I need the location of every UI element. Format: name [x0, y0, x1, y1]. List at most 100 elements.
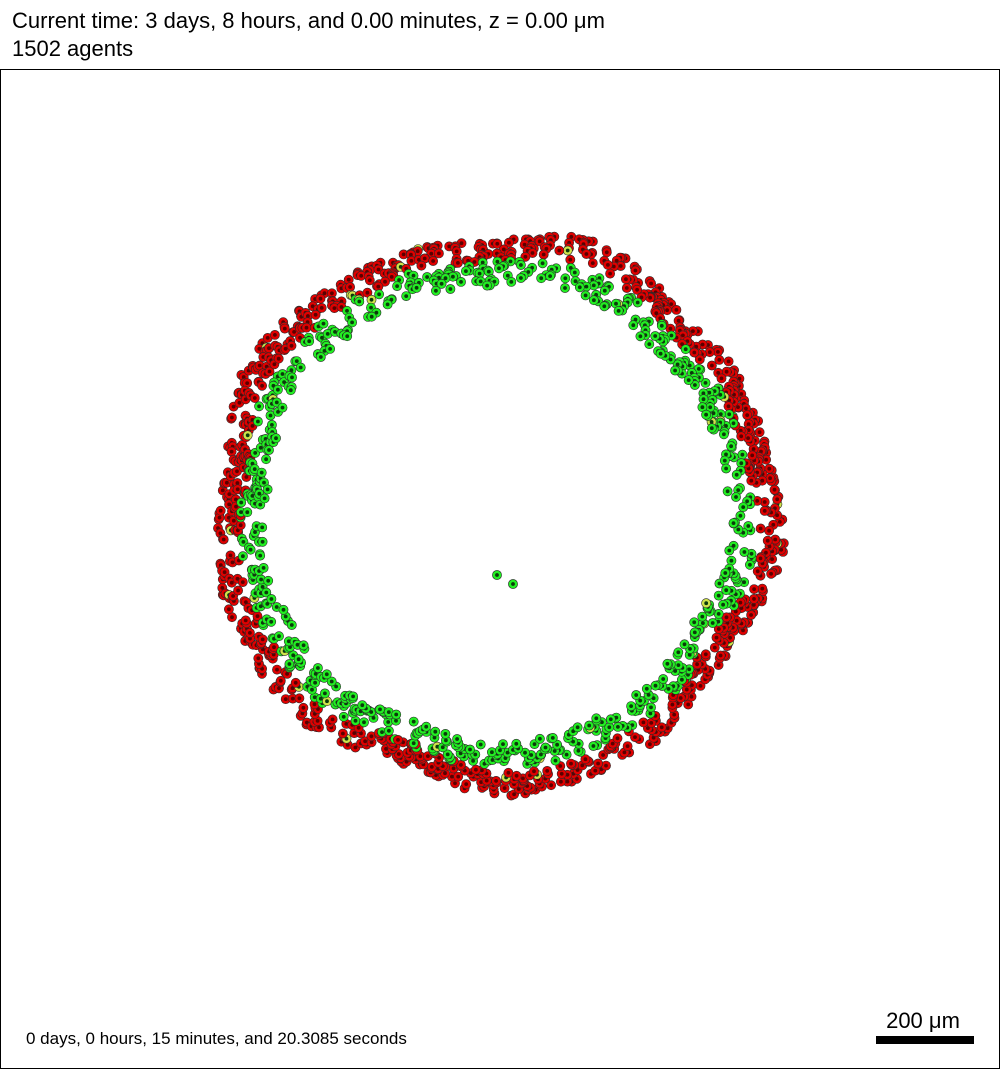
- yellow-cell: [701, 598, 712, 609]
- red-cell: [752, 566, 763, 577]
- red-cell: [343, 274, 354, 285]
- green-cell: [588, 741, 599, 751]
- red-cell: [714, 354, 725, 365]
- green-cell: [277, 402, 288, 413]
- red-cell: [764, 525, 774, 536]
- red-cell: [257, 634, 268, 645]
- red-cell: [503, 237, 514, 248]
- red-cell: [253, 653, 264, 664]
- green-cell: [635, 331, 646, 342]
- red-cell: [746, 475, 757, 486]
- green-cell: [516, 273, 526, 283]
- green-cell: [287, 372, 297, 383]
- red-cell: [310, 309, 321, 320]
- red-cell: [689, 347, 700, 358]
- red-cell: [746, 610, 756, 620]
- green-cell: [726, 441, 736, 452]
- green-cell: [236, 497, 247, 508]
- red-cell: [700, 649, 711, 660]
- red-cell: [286, 340, 297, 351]
- red-cell: [630, 265, 641, 276]
- green-cell: [237, 551, 248, 562]
- green-cell: [605, 714, 616, 725]
- red-cell: [757, 583, 768, 594]
- green-cell: [257, 536, 268, 547]
- green-cell: [375, 704, 385, 715]
- red-cell: [279, 323, 290, 334]
- green-cell: [574, 282, 585, 293]
- green-cell: [374, 289, 384, 300]
- green-cell: [498, 739, 508, 749]
- red-cell: [716, 373, 727, 384]
- green-cell: [383, 717, 394, 727]
- green-cell: [366, 311, 377, 322]
- red-cell: [452, 257, 463, 268]
- green-cell: [261, 454, 271, 465]
- red-cell: [747, 450, 758, 461]
- green-cell: [470, 749, 481, 760]
- green-cell: [689, 627, 700, 638]
- green-cell: [383, 725, 394, 736]
- green-cell: [718, 599, 728, 610]
- red-cell: [656, 722, 667, 733]
- red-cell: [615, 261, 626, 271]
- green-cell: [430, 285, 441, 296]
- red-cell: [546, 780, 556, 791]
- green-cell: [440, 729, 451, 739]
- green-cell: [286, 620, 297, 630]
- red-cell: [695, 681, 706, 691]
- green-cell: [646, 702, 656, 713]
- green-cell: [745, 559, 755, 570]
- red-cell: [713, 346, 723, 357]
- green-cell: [655, 348, 666, 359]
- red-cell: [294, 693, 305, 704]
- green-cell: [698, 394, 709, 405]
- red-cell: [453, 771, 464, 782]
- green-cell: [697, 611, 708, 622]
- red-cell: [215, 505, 226, 516]
- red-cell: [621, 274, 631, 285]
- green-cell: [511, 738, 522, 749]
- green-cell: [588, 280, 599, 291]
- red-cell: [755, 523, 766, 534]
- green-cell: [284, 659, 295, 669]
- green-cell: [713, 609, 724, 619]
- green-cell: [701, 409, 711, 420]
- green-cell: [401, 291, 412, 301]
- red-cell: [556, 768, 567, 779]
- green-cell: [492, 570, 502, 580]
- green-cell: [599, 301, 610, 312]
- green-cell: [599, 285, 610, 296]
- red-cell: [416, 260, 427, 271]
- red-cell: [587, 258, 598, 268]
- green-cell: [242, 507, 253, 518]
- green-cell: [350, 715, 361, 726]
- red-cell: [646, 278, 656, 289]
- green-cell: [258, 562, 269, 573]
- green-cell: [731, 469, 742, 480]
- green-cell: [720, 568, 731, 578]
- red-cell: [754, 427, 765, 438]
- green-cell: [656, 320, 667, 331]
- red-cell: [316, 302, 327, 313]
- red-cell: [742, 410, 753, 420]
- red-cell: [556, 776, 566, 787]
- green-cell: [560, 283, 570, 293]
- green-cell: [680, 344, 691, 355]
- red-cell: [755, 553, 766, 564]
- green-cell: [436, 278, 447, 289]
- green-cell: [547, 733, 558, 743]
- red-cell: [601, 760, 611, 771]
- red-cell: [237, 577, 248, 587]
- red-cell: [301, 322, 312, 333]
- red-cell: [269, 329, 280, 340]
- green-cell: [342, 331, 353, 342]
- red-cell: [491, 776, 501, 786]
- green-cell: [722, 486, 733, 497]
- red-cell: [707, 360, 717, 371]
- red-cell: [373, 281, 384, 292]
- red-cell: [605, 268, 615, 279]
- red-cell: [632, 284, 642, 295]
- red-cell: [470, 764, 481, 775]
- green-cell: [726, 555, 737, 566]
